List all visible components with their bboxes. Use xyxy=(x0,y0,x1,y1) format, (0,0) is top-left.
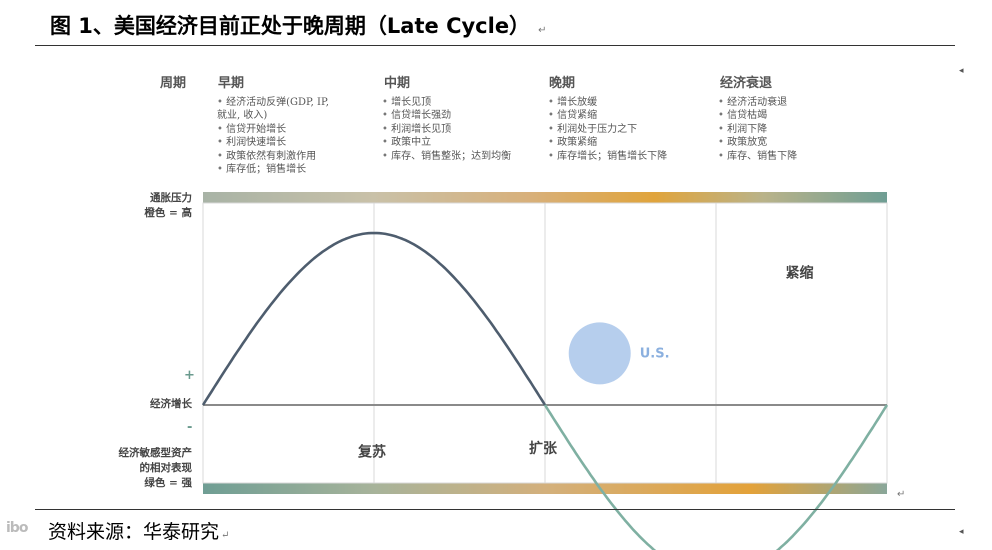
asset-performance-gradient-bar xyxy=(203,483,887,494)
list-item: 增长放缓 xyxy=(548,96,667,109)
list-item: 利润快速增长 xyxy=(217,136,329,149)
list-item: 增长见顶 xyxy=(382,96,511,109)
list-item: 经济活动衰退 xyxy=(718,96,797,109)
page-title: 图 1、美国经济目前正处于晚周期（Late Cycle） ↵ xyxy=(50,14,547,38)
list-item: 信贷枯竭 xyxy=(718,109,797,122)
chart-marker: U.S. xyxy=(568,322,670,385)
list-item: 库存、销售整张；达到均衡 xyxy=(382,150,511,163)
list-item: 库存低；销售增长 xyxy=(217,163,329,176)
list-item: 信贷增长强劲 xyxy=(382,109,511,122)
list-item: 利润增长见顶 xyxy=(382,123,511,136)
phase-late-title: 晚期 xyxy=(549,76,576,91)
watermark-logo: ibo xyxy=(6,520,28,536)
phase-early-list: 经济活动反弹(GDP, IP, 就业, 收入) 信贷开始增长 利润快速增长 政策… xyxy=(217,96,329,176)
chart-curve xyxy=(201,231,889,550)
list-item: 政策放宽 xyxy=(718,136,797,149)
phase-mid-list: 增长见顶 信贷增长强劲 利润增长见顶 政策中立 库存、销售整张；达到均衡 xyxy=(382,96,511,163)
list-item: 就业, 收入) xyxy=(217,110,268,122)
list-item: 库存增长；销售增长下降 xyxy=(548,150,667,163)
inflation-label: 通胀压力 橙色 = 高 xyxy=(144,192,192,219)
cycle-header-label: 周期 xyxy=(160,76,187,91)
top-rule xyxy=(35,45,955,46)
us-marker-label: U.S. xyxy=(640,346,670,361)
plus-sign: + xyxy=(184,368,195,383)
phase-early-title: 早期 xyxy=(218,76,245,91)
phase-mid-title: 中期 xyxy=(384,76,411,91)
phase-recession-title: 经济衰退 xyxy=(720,76,773,91)
region-label-1: 扩张 xyxy=(529,440,558,457)
chart-region-labels: 复苏 扩张 紧缩 xyxy=(357,265,814,461)
bottom-rule xyxy=(35,509,955,510)
margin-mark: ◂ xyxy=(959,527,964,537)
growth-label: 经济增长 xyxy=(150,398,192,410)
list-item: 利润下降 xyxy=(718,123,797,136)
growth-curve-positive xyxy=(201,231,547,406)
source-note: 资料来源：华泰研究 ↵ xyxy=(48,521,230,543)
inflation-gradient-bar xyxy=(203,192,887,203)
growth-curve-negative xyxy=(543,404,889,550)
chart-grid xyxy=(202,202,888,484)
minus-sign: - xyxy=(187,420,193,435)
phase-late-list: 增长放缓 信贷紧缩 利润处于压力之下 政策紧缩 库存增长；销售增长下降 xyxy=(548,96,667,163)
list-item: 政策依然有刺激作用 xyxy=(217,150,329,163)
list-item: 库存、销售下降 xyxy=(718,150,797,163)
list-item: 政策中立 xyxy=(382,136,511,149)
return-mark: ↵ xyxy=(897,489,906,500)
region-label-0: 复苏 xyxy=(357,444,386,461)
list-item: 信贷紧缩 xyxy=(548,109,667,122)
list-item: 经济活动反弹(GDP, IP, xyxy=(217,96,329,109)
list-item: 政策紧缩 xyxy=(548,136,667,149)
return-mark: ↵ xyxy=(538,25,547,36)
list-item: 信贷开始增长 xyxy=(217,123,329,136)
us-position-marker xyxy=(568,322,631,385)
phase-recession-list: 经济活动衰退 信贷枯竭 利润下降 政策放宽 库存、销售下降 xyxy=(718,96,797,163)
list-item: 利润处于压力之下 xyxy=(548,123,667,136)
margin-mark: ◂ xyxy=(959,66,964,76)
assets-label: 经济敏感型资产 的相对表现 绿色 = 强 xyxy=(118,447,193,489)
region-label-2: 紧缩 xyxy=(786,265,814,282)
